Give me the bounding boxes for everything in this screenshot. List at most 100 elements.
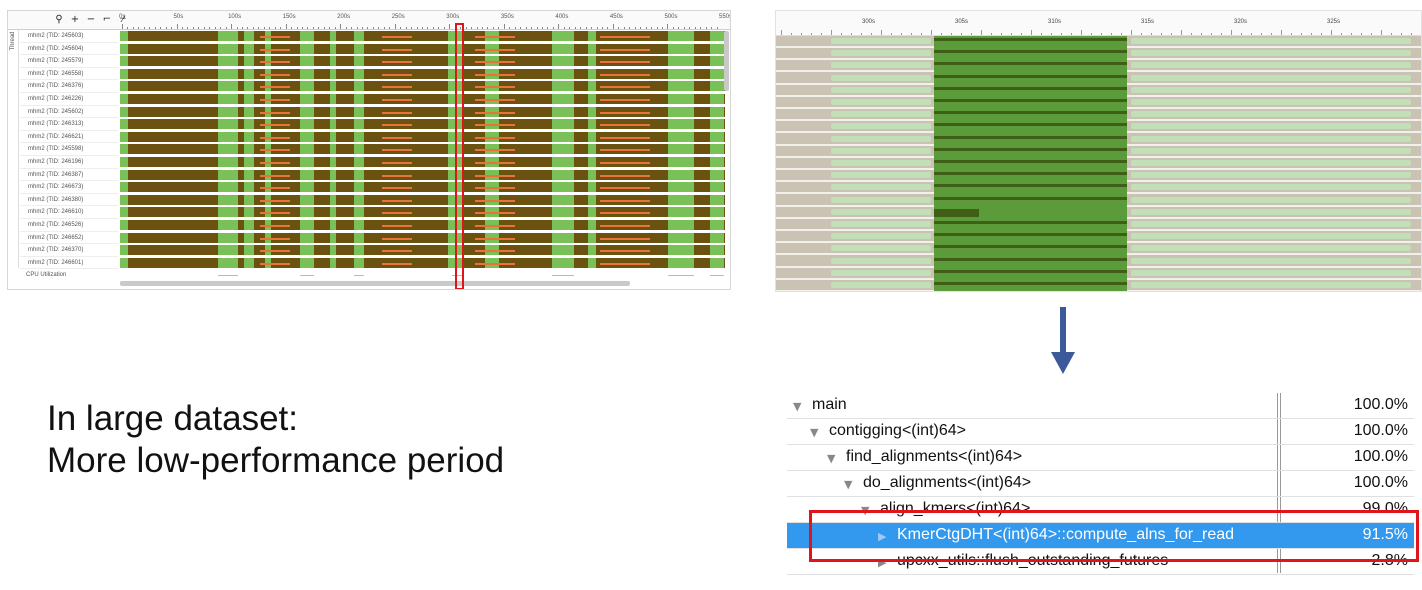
zoom-axis-tick-mark (861, 33, 862, 35)
thread-row[interactable]: mhm2 (TID: 246621) (8, 131, 730, 144)
collapse-arrow-icon[interactable]: ▼ (844, 478, 853, 491)
thread-row[interactable]: mhm2 (TID: 246226) (8, 93, 730, 106)
idle-segment (330, 232, 336, 243)
thread-row[interactable]: mhm2 (TID: 246387) (8, 169, 730, 182)
zoom-axis-tick-label: 300s (862, 19, 876, 25)
spin-segment (475, 86, 515, 89)
zoom-in-icon[interactable]: + (70, 14, 80, 25)
timeline-view[interactable]: ⚲ + − ⌐ ⌿ 0s 50s 100s 150s 200s 250s 300s 350s 4… (7, 10, 731, 290)
idle-segment (300, 220, 314, 230)
idle-segment (710, 207, 724, 218)
spin-segment (475, 212, 515, 215)
thread-row[interactable]: mhm2 (TID: 246673) (8, 181, 730, 194)
axis-tick-mark (389, 27, 391, 29)
axis-tick-mark (640, 27, 642, 29)
zoom-axis-tick-mark (901, 33, 902, 35)
call-tree-row[interactable]: ▶ KmerCtgDHT<(int)64>::compute_alns_for_r… (787, 523, 1414, 549)
axis-tick-mark (623, 27, 625, 29)
thread-row[interactable]: mhm2 (TID: 246196) (8, 156, 730, 169)
collapse-arrow-icon[interactable]: ▼ (827, 452, 836, 465)
idle-segment (218, 68, 238, 79)
idle-segment (120, 31, 128, 41)
collapse-arrow-icon[interactable]: ▼ (810, 426, 819, 439)
idle-segment (1131, 245, 1411, 252)
cpu-utilization-label: CPU Utilization (26, 272, 67, 278)
thread-row[interactable]: mhm2 (TID: 246558) (8, 68, 730, 81)
thread-label: mhm2 (TID: 246387) (20, 169, 118, 182)
thread-row[interactable]: mhm2 (TID: 245579) (8, 55, 730, 68)
thread-row[interactable]: mhm2 (TID: 245603) (8, 30, 730, 43)
vertical-scrollbar[interactable] (724, 31, 729, 91)
idle-segment (330, 207, 336, 218)
idle-segment (831, 221, 931, 227)
thread-row[interactable]: mhm2 (TID: 246313) (8, 118, 730, 131)
expand-arrow-icon[interactable]: ▶ (878, 556, 887, 569)
column-divider[interactable] (1280, 393, 1281, 573)
cpu-dip (452, 275, 462, 280)
idle-segment (300, 31, 314, 41)
horizontal-scrollbar[interactable] (120, 281, 630, 286)
axis-tick-mark (302, 27, 303, 29)
thread-row[interactable]: mhm2 (TID: 246601) (8, 257, 730, 270)
filter-icon[interactable]: ⌐ (102, 14, 112, 25)
thread-row[interactable]: mhm2 (TID: 245604) (8, 43, 730, 56)
idle-segment (552, 232, 574, 243)
idle-segment (354, 169, 364, 180)
call-tree-row[interactable]: ▼ main 100.0% (787, 393, 1414, 419)
call-tree-row[interactable]: ▼ do_alignments<(int)64> 100.0% (787, 471, 1414, 497)
thread-row[interactable]: mhm2 (TID: 246370) (8, 244, 730, 257)
idle-segment (710, 68, 724, 79)
idle-segment (668, 169, 694, 180)
idle-segment (831, 172, 931, 179)
zoom-out-icon[interactable]: − (86, 14, 96, 25)
thread-row[interactable]: mhm2 (TID: 246526) (8, 219, 730, 232)
timeline-toolbar: ⚲ + − ⌐ ⌿ (54, 13, 128, 27)
thread-row[interactable]: mhm2 (TID: 246652) (8, 232, 730, 245)
idle-segment (120, 56, 128, 67)
call-tree-row[interactable]: ▼ find_alignments<(int)64> 100.0% (787, 445, 1414, 471)
idle-segment (448, 144, 454, 155)
zoom-axis-tick-mark (1221, 33, 1222, 35)
column-divider[interactable] (1277, 393, 1278, 573)
zoomed-timeline-view[interactable]: 300s 305s 310s 315s 320s 325s (775, 10, 1422, 292)
thread-label: mhm2 (TID: 246610) (20, 206, 118, 219)
filter-highlight-icon[interactable]: ⌿ (120, 14, 126, 25)
idle-segment (448, 56, 454, 67)
idle-segment (218, 131, 238, 142)
zoom-axis-tick-label: 325s (1327, 19, 1341, 25)
axis-tick-label: 100s (228, 14, 242, 20)
idle-segment (448, 232, 454, 243)
thread-row[interactable]: mhm2 (TID: 245602) (8, 106, 730, 119)
idle-segment (831, 208, 931, 215)
search-icon[interactable]: ⚲ (55, 14, 63, 25)
spin-segment (260, 212, 290, 215)
axis-tick-mark (405, 27, 407, 29)
idle-segment (448, 131, 454, 142)
idle-segment (330, 56, 336, 67)
thread-row[interactable]: mhm2 (TID: 246610) (8, 206, 730, 219)
call-tree-row[interactable]: ▼ contigging<(int)64> 100.0% (787, 419, 1414, 445)
spin-segment (475, 187, 515, 190)
zoom-axis-tick-label: 310s (1048, 19, 1062, 25)
axis-tick-mark (182, 27, 183, 29)
zoom-axis-tick-mark (1101, 33, 1102, 35)
thread-row[interactable]: mhm2 (TID: 246376) (8, 80, 730, 93)
collapse-arrow-icon[interactable]: ▼ (793, 400, 802, 413)
expand-arrow-icon[interactable]: ▶ (878, 530, 887, 543)
idle-segment (218, 232, 238, 243)
thread-label: mhm2 (TID: 246601) (20, 257, 118, 270)
timeline-axis: 0s 50s 100s 150s 200s 250s 300s 350s 400s 450s 500… (119, 11, 730, 29)
idle-segment (452, 194, 462, 205)
thread-row[interactable]: mhm2 (TID: 246380) (8, 194, 730, 207)
axis-tick-mark (285, 24, 287, 29)
zoom-axis-tick-mark (1371, 33, 1372, 35)
idle-segment (588, 43, 596, 54)
thread-activity-bar (120, 31, 725, 41)
idle-segment (354, 257, 364, 268)
zoom-axis-tick-mark (961, 33, 962, 35)
spin-segment (475, 237, 515, 240)
zoom-axis-tick-mark (1241, 33, 1242, 35)
axis-tick-mark (492, 27, 494, 29)
thread-row[interactable]: mhm2 (TID: 245598) (8, 143, 730, 156)
idle-segment (300, 119, 314, 130)
